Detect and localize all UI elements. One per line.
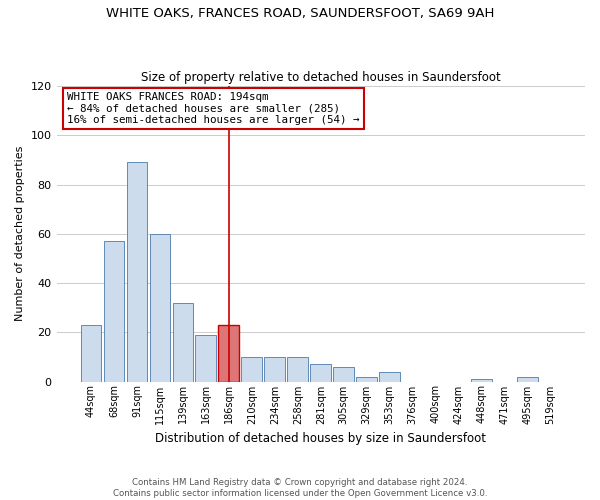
Bar <box>80 325 101 382</box>
Bar <box>241 357 262 382</box>
Bar <box>334 366 354 382</box>
Text: Contains HM Land Registry data © Crown copyright and database right 2024.
Contai: Contains HM Land Registry data © Crown c… <box>113 478 487 498</box>
Title: Size of property relative to detached houses in Saundersfoot: Size of property relative to detached ho… <box>141 70 500 84</box>
Bar <box>265 357 285 382</box>
Bar <box>472 379 492 382</box>
Bar <box>310 364 331 382</box>
Bar <box>196 334 216 382</box>
X-axis label: Distribution of detached houses by size in Saundersfoot: Distribution of detached houses by size … <box>155 432 486 445</box>
Bar <box>379 372 400 382</box>
Bar <box>104 241 124 382</box>
Bar <box>287 357 308 382</box>
Bar <box>356 376 377 382</box>
Bar <box>173 302 193 382</box>
Text: WHITE OAKS, FRANCES ROAD, SAUNDERSFOOT, SA69 9AH: WHITE OAKS, FRANCES ROAD, SAUNDERSFOOT, … <box>106 8 494 20</box>
Bar <box>218 325 239 382</box>
Bar <box>127 162 147 382</box>
Y-axis label: Number of detached properties: Number of detached properties <box>15 146 25 322</box>
Text: WHITE OAKS FRANCES ROAD: 194sqm
← 84% of detached houses are smaller (285)
16% o: WHITE OAKS FRANCES ROAD: 194sqm ← 84% of… <box>67 92 359 125</box>
Bar <box>149 234 170 382</box>
Bar <box>517 376 538 382</box>
